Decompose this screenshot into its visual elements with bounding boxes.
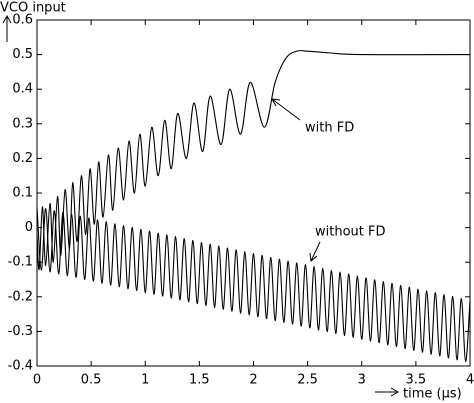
y-tick-label: -0.2	[8, 289, 33, 304]
x-axis-arrow	[375, 387, 400, 397]
y-tick-label: 0.4	[12, 82, 33, 97]
series-line	[36, 206, 471, 363]
x-tick-label: 2	[249, 373, 257, 388]
y-tick-label: 0.1	[12, 186, 33, 201]
x-tick-label: 2.5	[297, 373, 318, 388]
y-tick-label: 0.2	[12, 151, 33, 166]
y-tick-label: 0.3	[12, 116, 33, 131]
x-tick-label: 0.5	[81, 373, 102, 388]
series-annotation: with FD	[305, 121, 354, 136]
y-axis-arrow	[2, 14, 12, 42]
y-tick-label: 0.6	[12, 13, 33, 28]
y-tick-label: 0	[25, 220, 33, 235]
x-axis-label: time (μs)	[403, 387, 462, 402]
y-tick-label: -0.3	[8, 324, 33, 339]
y-tick-label: 0.5	[12, 47, 33, 62]
x-tick-label: 0	[33, 373, 41, 388]
y-tick-label: -0.1	[8, 255, 33, 270]
x-tick-label: 1	[141, 373, 149, 388]
with-fd-arrow	[271, 98, 301, 121]
without-fd-arrow	[309, 241, 321, 262]
series-annotation: without FD	[315, 225, 386, 240]
y-tick-label: -0.4	[8, 359, 33, 374]
plot-frame	[36, 19, 471, 367]
x-tick-label: 3	[358, 373, 366, 388]
x-tick-label: 4	[466, 373, 474, 388]
x-tick-label: 1.5	[189, 373, 210, 388]
y-axis-label: VCO input	[0, 1, 66, 16]
series-line	[36, 50, 471, 270]
x-tick-label: 3.5	[406, 373, 427, 388]
